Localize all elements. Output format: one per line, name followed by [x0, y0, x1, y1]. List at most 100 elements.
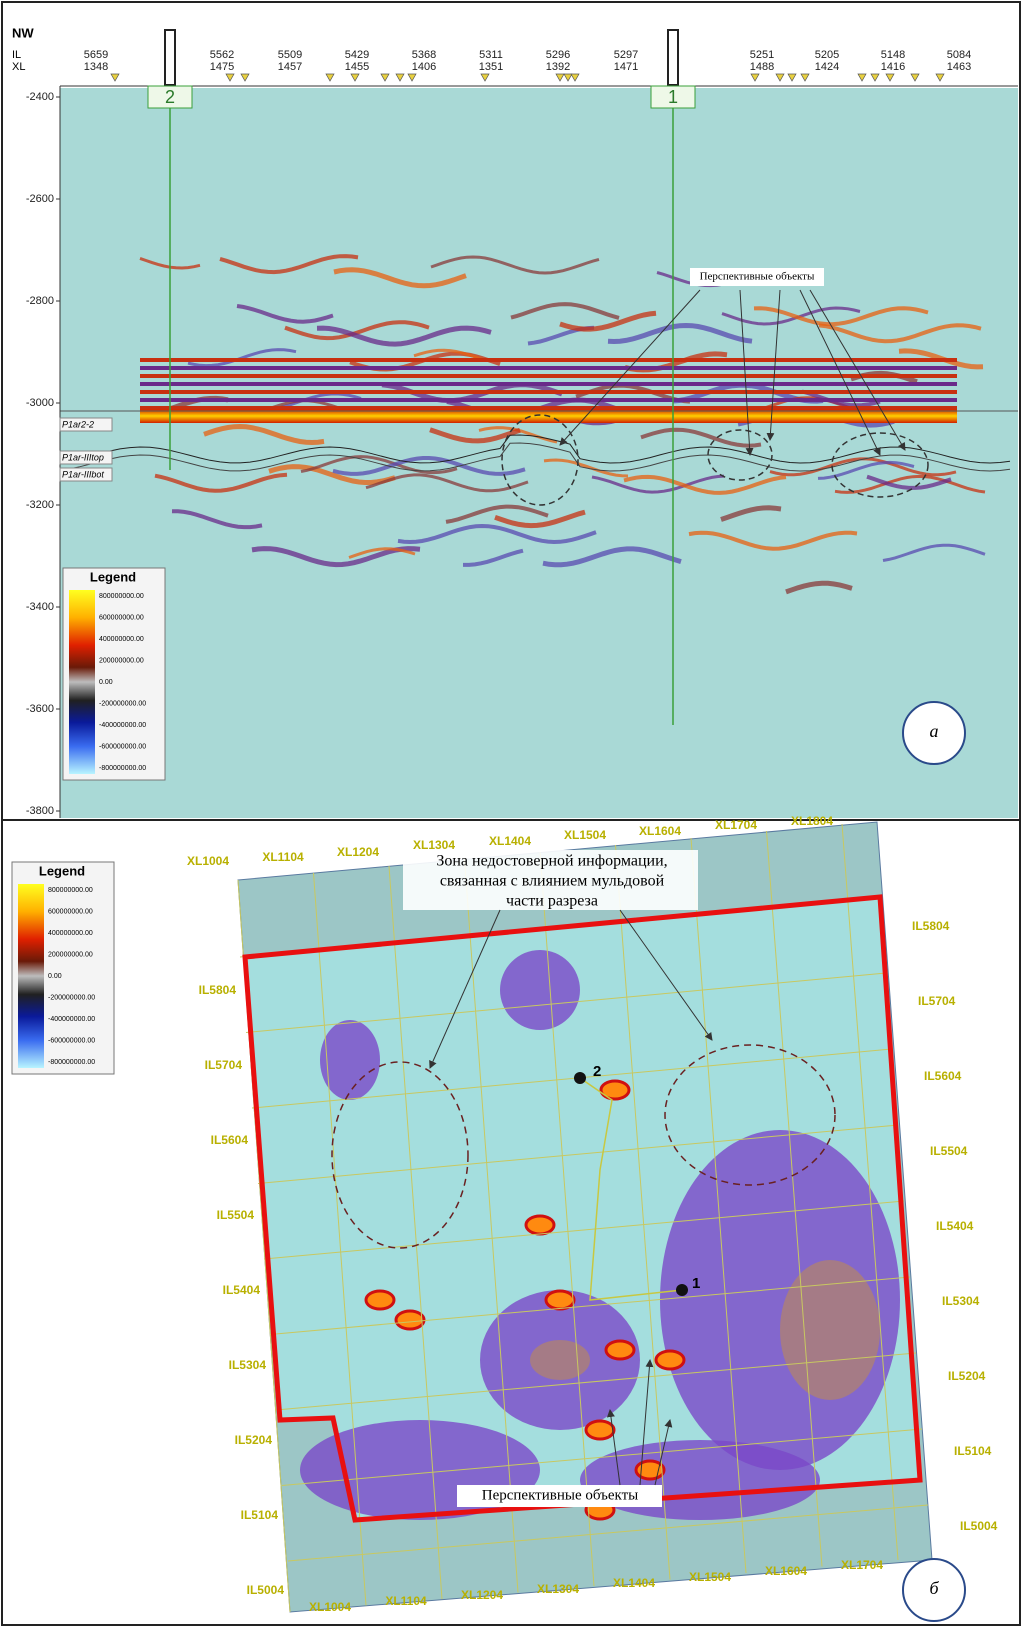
depth-tick-label: -3800 [26, 805, 54, 817]
reflection [818, 323, 982, 344]
legend-label: 0.00 [48, 973, 62, 980]
reflection [268, 464, 396, 485]
reflection [623, 474, 787, 495]
trace-marker [325, 73, 335, 82]
trace-marker [570, 73, 580, 82]
horizon-label-box [59, 467, 113, 482]
il-label: IL5504 [217, 1208, 255, 1222]
reflection [817, 460, 915, 480]
xl-label: XL1204 [337, 845, 379, 859]
target-circle [501, 414, 579, 506]
xl-value: 1406 [412, 61, 436, 73]
xl-value: 1416 [881, 61, 905, 73]
annotation-arrow [606, 1409, 621, 1486]
xl-label: XL1504 [564, 828, 606, 842]
reflection [591, 474, 725, 494]
il-label: IL [12, 49, 21, 61]
annotation-arrow [654, 1419, 673, 1486]
inline-grid [287, 1504, 929, 1562]
well-dot [574, 1072, 586, 1084]
license-boundary [242, 894, 923, 1523]
inline-grid [275, 1352, 917, 1411]
xl-label: XL1804 [791, 814, 833, 828]
unreliable-zone [331, 1061, 469, 1249]
il-label: IL5504 [930, 1144, 968, 1158]
reflection [801, 389, 881, 408]
reflection [445, 504, 549, 524]
legend-label: 600000000.00 [99, 614, 144, 621]
annotation-arrow [766, 289, 781, 441]
legend-label: 0.00 [99, 679, 113, 686]
reflection [785, 580, 853, 595]
il-value: 5205 [815, 49, 839, 61]
well-dot [676, 1284, 688, 1296]
trace-marker [110, 73, 120, 82]
well-label: 1 [692, 1275, 700, 1292]
xl-label: XL [12, 61, 25, 73]
trace-marker [240, 73, 250, 82]
xl-value: 1488 [750, 61, 774, 73]
il-value: 5562 [210, 49, 234, 61]
annotation: Перспективные объекты [700, 271, 815, 283]
il-label: IL5804 [199, 983, 237, 997]
legend-label: -800000000.00 [48, 1059, 95, 1066]
legend-label: 200000000.00 [99, 657, 144, 664]
xline-grid [539, 851, 595, 1587]
legend-label: 800000000.00 [48, 887, 93, 894]
horizon-label: P1ar2-2 [62, 419, 94, 429]
depth-tick-label: -2800 [26, 295, 54, 307]
reflection [559, 310, 657, 332]
xl-label: XL1004 [187, 854, 229, 868]
annotation-box [457, 1485, 662, 1507]
reflection [542, 546, 682, 568]
target-circle [707, 429, 773, 481]
well-box [147, 85, 193, 109]
reflection [333, 267, 467, 289]
horizon-bot [59, 442, 1011, 478]
xline-grid [766, 830, 823, 1567]
reflection [866, 474, 952, 490]
xl-value: 1471 [614, 61, 638, 73]
reflection [397, 523, 597, 545]
il-value: 5659 [84, 49, 108, 61]
annotation-arrow [809, 289, 906, 451]
il-label: IL5404 [223, 1283, 261, 1297]
annotation-box [403, 850, 698, 910]
reflection [882, 543, 986, 562]
legend-label: -800000000.00 [99, 765, 146, 772]
il-label: IL5604 [924, 1069, 962, 1083]
unreliable-zone [664, 1044, 836, 1186]
well-label: 2 [165, 87, 175, 107]
legend-label: 200000000.00 [48, 951, 93, 958]
annotation-arrow [429, 909, 501, 1069]
legend-label: 800000000.00 [99, 593, 144, 600]
prospect [544, 1289, 576, 1311]
trace-marker [885, 73, 895, 82]
amplitude-high [530, 1340, 590, 1380]
trace-marker [935, 73, 945, 82]
derrick [164, 29, 176, 86]
trace-marker [350, 73, 360, 82]
legend-label: 400000000.00 [99, 636, 144, 643]
reflection [187, 348, 297, 368]
xline-grid [841, 823, 899, 1561]
prospect [654, 1349, 686, 1371]
well-box [650, 85, 696, 109]
il-label: IL5804 [912, 919, 950, 933]
xl-label: XL1504 [689, 1570, 731, 1584]
horizon-label-box [59, 450, 113, 465]
derrick [667, 29, 679, 86]
il-value: 5509 [278, 49, 302, 61]
horizon-label: P1ar-IIItop [62, 452, 104, 462]
xl-value: 1463 [947, 61, 971, 73]
reflection [332, 456, 526, 476]
reflection [429, 427, 521, 444]
seismic-background [60, 88, 1018, 818]
annotation-arrow [639, 1359, 654, 1486]
reflection [348, 547, 416, 559]
legend-label: -200000000.00 [99, 700, 146, 707]
legend-ramp [69, 590, 95, 774]
amplitude-zone [320, 1020, 380, 1100]
prospect [584, 1419, 616, 1441]
inline-grid [251, 1048, 893, 1109]
